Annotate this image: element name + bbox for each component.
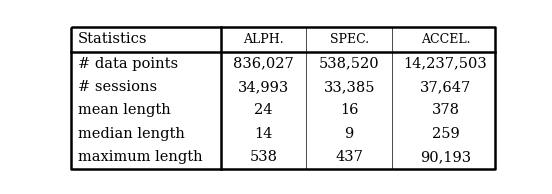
Text: # data points: # data points [77, 57, 178, 71]
Text: SPEC.: SPEC. [330, 33, 369, 46]
Text: ACCEL.: ACCEL. [421, 33, 470, 46]
Text: maximum length: maximum length [77, 150, 202, 164]
Text: 90,193: 90,193 [420, 150, 471, 164]
Text: 14,237,503: 14,237,503 [404, 57, 487, 71]
Text: 37,647: 37,647 [420, 80, 471, 94]
Text: 14: 14 [254, 127, 273, 141]
Text: 437: 437 [335, 150, 363, 164]
Text: 538,520: 538,520 [319, 57, 380, 71]
Text: 259: 259 [432, 127, 459, 141]
Text: 836,027: 836,027 [233, 57, 294, 71]
Text: mean length: mean length [77, 103, 171, 117]
Text: 33,385: 33,385 [323, 80, 375, 94]
Text: # sessions: # sessions [77, 80, 157, 94]
Text: median length: median length [77, 127, 184, 141]
Text: 9: 9 [344, 127, 354, 141]
Text: 24: 24 [254, 103, 273, 117]
Text: ALPH.: ALPH. [243, 33, 284, 46]
Text: 34,993: 34,993 [238, 80, 289, 94]
Text: 538: 538 [250, 150, 278, 164]
Text: 378: 378 [432, 103, 459, 117]
Text: 16: 16 [340, 103, 358, 117]
Text: Statistics: Statistics [77, 32, 147, 46]
